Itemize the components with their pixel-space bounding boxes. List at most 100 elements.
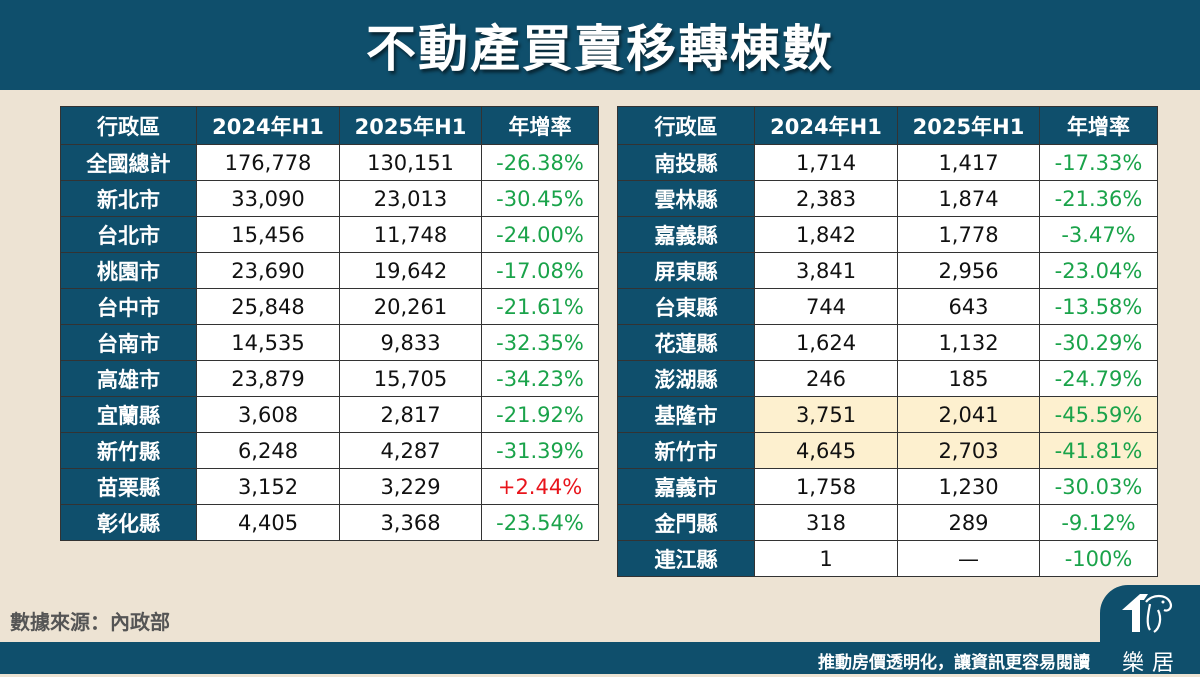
value-2025-cell: 1,778	[897, 216, 1040, 253]
value-2025-cell: 185	[897, 360, 1040, 397]
value-2025-cell: 15,705	[339, 360, 482, 397]
region-cell: 新竹縣	[60, 432, 197, 469]
yoy-rate-cell: -17.33%	[1039, 144, 1158, 181]
yoy-rate-cell: -23.04%	[1039, 252, 1158, 289]
yoy-rate-cell: -24.79%	[1039, 360, 1158, 397]
table-header-row: 行政區 2024年H1 2025年H1 年增率	[60, 106, 599, 145]
value-2025-cell: 2,817	[339, 396, 482, 433]
table-row: 苗栗縣 3,152 3,229 +2.44%	[60, 468, 599, 505]
header-region: 行政區	[617, 106, 755, 145]
table-row: 雲林縣 2,383 1,874 -21.36%	[617, 180, 1158, 217]
table-row: 新竹市 4,645 2,703 -41.81%	[617, 432, 1158, 469]
region-cell: 台南市	[60, 324, 197, 361]
region-cell: 花蓮縣	[617, 324, 755, 361]
value-2024-cell: 6,248	[196, 432, 340, 469]
value-2025-cell: 2,956	[897, 252, 1040, 289]
region-cell: 連江縣	[617, 540, 755, 577]
yoy-rate-cell: -3.47%	[1039, 216, 1158, 253]
value-2024-cell: 4,405	[196, 504, 340, 541]
value-2025-cell: 2,041	[897, 396, 1040, 433]
table-row: 新竹縣 6,248 4,287 -31.39%	[60, 432, 599, 469]
yoy-rate-cell: -17.08%	[481, 252, 599, 289]
table-row: 屏東縣 3,841 2,956 -23.04%	[617, 252, 1158, 289]
table-row: 全國總計 176,778 130,151 -26.38%	[60, 144, 599, 181]
value-2024-cell: 246	[754, 360, 898, 397]
value-2024-cell: 25,848	[196, 288, 340, 325]
yoy-rate-cell: -100%	[1039, 540, 1158, 577]
header-yoy-rate: 年增率	[1039, 106, 1158, 145]
yoy-rate-cell: -9.12%	[1039, 504, 1158, 541]
value-2025-cell: 4,287	[339, 432, 482, 469]
header-2024h1: 2024年H1	[196, 106, 340, 145]
value-2024-cell: 23,690	[196, 252, 340, 289]
table-row: 台東縣 744 643 -13.58%	[617, 288, 1158, 325]
house-elephant-logo-icon	[1122, 594, 1172, 633]
table-row: 彰化縣 4,405 3,368 -23.54%	[60, 504, 599, 541]
value-2024-cell: 3,152	[196, 468, 340, 505]
value-2025-cell: 9,833	[339, 324, 482, 361]
value-2025-cell: 1,417	[897, 144, 1040, 181]
value-2024-cell: 3,841	[754, 252, 898, 289]
region-cell: 台北市	[60, 216, 197, 253]
table-row: 嘉義縣 1,842 1,778 -3.47%	[617, 216, 1158, 253]
value-2025-cell: 643	[897, 288, 1040, 325]
value-2024-cell: 4,645	[754, 432, 898, 469]
table-row: 宜蘭縣 3,608 2,817 -21.92%	[60, 396, 599, 433]
value-2025-cell: 11,748	[339, 216, 482, 253]
table-row: 嘉義市 1,758 1,230 -30.03%	[617, 468, 1158, 505]
data-source-note: 數據來源：內政部	[10, 610, 170, 634]
table-row: 花蓮縣 1,624 1,132 -30.29%	[617, 324, 1158, 361]
table-row: 澎湖縣 246 185 -24.79%	[617, 360, 1158, 397]
header-yoy-rate: 年增率	[481, 106, 599, 145]
region-cell: 嘉義縣	[617, 216, 755, 253]
region-cell: 高雄市	[60, 360, 197, 397]
yoy-rate-cell: -24.00%	[481, 216, 599, 253]
yoy-rate-cell: -13.58%	[1039, 288, 1158, 325]
value-2024-cell: 1,758	[754, 468, 898, 505]
table-row: 南投縣 1,714 1,417 -17.33%	[617, 144, 1158, 181]
region-cell: 雲林縣	[617, 180, 755, 217]
value-2025-cell: 23,013	[339, 180, 482, 217]
yoy-rate-cell: -23.54%	[481, 504, 599, 541]
right-data-table: 行政區 2024年H1 2025年H1 年增率 南投縣 1,714 1,417 …	[617, 106, 1158, 577]
value-2025-cell: 1,132	[897, 324, 1040, 361]
yoy-rate-cell: -30.45%	[481, 180, 599, 217]
table-header-row: 行政區 2024年H1 2025年H1 年增率	[617, 106, 1158, 145]
value-2025-cell: 3,229	[339, 468, 482, 505]
value-2025-cell: 20,261	[339, 288, 482, 325]
table-row: 台中市 25,848 20,261 -21.61%	[60, 288, 599, 325]
value-2024-cell: 3,608	[196, 396, 340, 433]
table-row: 台北市 15,456 11,748 -24.00%	[60, 216, 599, 253]
table-row: 新北市 33,090 23,013 -30.45%	[60, 180, 599, 217]
region-cell: 屏東縣	[617, 252, 755, 289]
value-2024-cell: 14,535	[196, 324, 340, 361]
value-2025-cell: 1,230	[897, 468, 1040, 505]
yoy-rate-cell: -32.35%	[481, 324, 599, 361]
value-2024-cell: 1,624	[754, 324, 898, 361]
table-row: 連江縣 1 — -100%	[617, 540, 1158, 577]
region-cell: 台中市	[60, 288, 197, 325]
value-2024-cell: 1	[754, 540, 898, 577]
header-2024h1: 2024年H1	[754, 106, 898, 145]
region-cell: 桃園市	[60, 252, 197, 289]
title-banner: 不動產買賣移轉棟數	[0, 0, 1200, 90]
table-row: 高雄市 23,879 15,705 -34.23%	[60, 360, 599, 397]
yoy-rate-cell: -31.39%	[481, 432, 599, 469]
value-2024-cell: 2,383	[754, 180, 898, 217]
table-row: 台南市 14,535 9,833 -32.35%	[60, 324, 599, 361]
table-row: 基隆市 3,751 2,041 -45.59%	[617, 396, 1158, 433]
value-2024-cell: 33,090	[196, 180, 340, 217]
region-cell: 嘉義市	[617, 468, 755, 505]
left-data-table: 行政區 2024年H1 2025年H1 年增率 全國總計 176,778 130…	[60, 106, 599, 541]
value-2025-cell: 130,151	[339, 144, 482, 181]
region-cell: 澎湖縣	[617, 360, 755, 397]
yoy-rate-cell: -21.61%	[481, 288, 599, 325]
yoy-rate-cell: +2.44%	[481, 468, 599, 505]
region-cell: 苗栗縣	[60, 468, 197, 505]
value-2025-cell: —	[897, 540, 1040, 577]
region-cell: 基隆市	[617, 396, 755, 433]
yoy-rate-cell: -26.38%	[481, 144, 599, 181]
value-2024-cell: 1,842	[754, 216, 898, 253]
yoy-rate-cell: -41.81%	[1039, 432, 1158, 469]
header-2025h1: 2025年H1	[897, 106, 1040, 145]
